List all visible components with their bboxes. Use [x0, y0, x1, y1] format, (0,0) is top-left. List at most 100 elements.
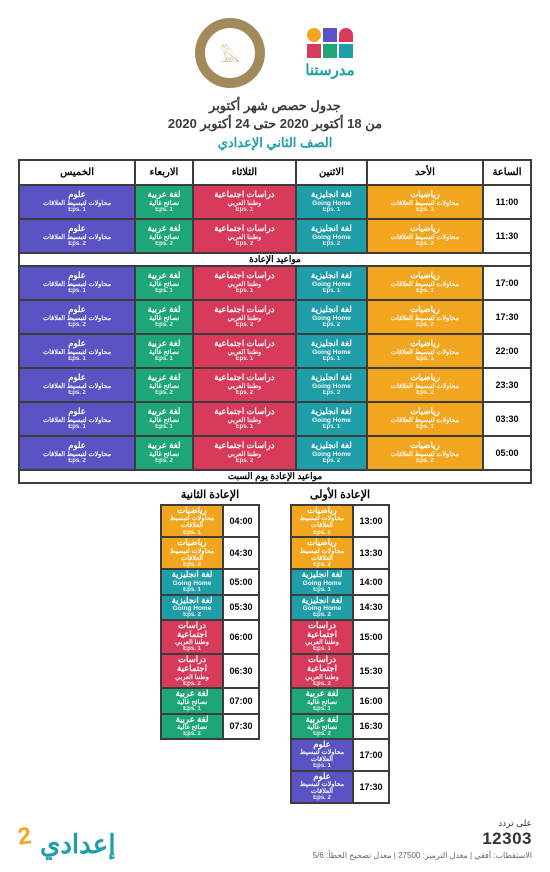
subject-cell: دراسات اجتماعيةوطننا العربيEps. 1	[291, 620, 353, 654]
col-header: الأحد	[367, 160, 483, 185]
subject-cell: لغة عربيةنصائح غاليةEps. 1	[135, 185, 193, 219]
sat-time: 06:00	[223, 620, 259, 654]
subject-cell: دراسات اجتماعيةوطننا العربيEps. 2	[193, 368, 296, 402]
subject-cell: لغة عربيةنصائح غاليةEps. 1	[135, 266, 193, 300]
subject-cell: لغة انجليزيةGoing HomeEps. 2	[296, 300, 367, 334]
madrasatna-logo: مدرستنا	[305, 28, 354, 79]
subject-cell: دراسات اجتماعيةوطننا العربيEps. 2	[193, 300, 296, 334]
col-header: الساعة	[483, 160, 531, 185]
sat-row: 14:00لغة انجليزيةGoing HomeEps. 1	[291, 569, 389, 594]
subject-cell: علوممحاولات لتبسيط العلاقاتEps. 2	[19, 436, 135, 470]
time-cell: 23:30	[483, 368, 531, 402]
schedule-row: 05:00رياضياتمحاولات لتبسيط العلاقاتEps. …	[19, 436, 531, 470]
sat-row: 04:30رياضياتمحاولات لتبسيط العلاقاتEps. …	[161, 537, 259, 569]
subject-cell: علوممحاولات لتبسيط العلاقاتEps. 2	[19, 368, 135, 402]
saturday-col1: الإعادة الأولى 13:00رياضياتمحاولات لتبسي…	[290, 488, 390, 804]
subject-cell: علوممحاولات لتبسيط العلاقاتEps. 2	[19, 300, 135, 334]
subject-cell: لغة عربيةنصائح غاليةEps. 2	[135, 368, 193, 402]
main-schedule-table: الساعةالأحدالاثنينالثلاثاءالاربعاءالخميس…	[18, 159, 532, 484]
subject-cell: لغة انجليزيةGoing HomeEps. 1	[291, 569, 353, 594]
time-cell: 11:00	[483, 185, 531, 219]
sat-time: 17:00	[353, 739, 389, 771]
subject-cell: لغة انجليزيةGoing HomeEps. 1	[296, 334, 367, 368]
sat-row: 07:00لغة عربيةنصائح غاليةEps. 1	[161, 688, 259, 713]
sat-time: 05:00	[223, 569, 259, 594]
subject-cell: رياضياتمحاولات لتبسيط العلاقاتEps. 2	[367, 368, 483, 402]
section-replay-title: مواعيد الإعادة	[19, 253, 531, 266]
frequency-block: على تردد 12303 الاستقطاب: أفقي | معدل ال…	[313, 818, 532, 860]
sat-row: 05:00لغة انجليزيةGoing HomeEps. 1	[161, 569, 259, 594]
schedule-row: 22:00رياضياتمحاولات لتبسيط العلاقاتEps. …	[19, 334, 531, 368]
subject-cell: لغة انجليزيةGoing HomeEps. 2	[291, 595, 353, 620]
subject-cell: دراسات اجتماعيةوطننا العربيEps. 1	[193, 185, 296, 219]
sat-time: 06:30	[223, 654, 259, 688]
sat-time: 14:30	[353, 595, 389, 620]
schedule-row: 17:30رياضياتمحاولات لتبسيط العلاقاتEps. …	[19, 300, 531, 334]
subject-cell: لغة عربيةنصائح غاليةEps. 1	[291, 688, 353, 713]
col-header: الاثنين	[296, 160, 367, 185]
subject-cell: دراسات اجتماعيةوطننا العربيEps. 1	[193, 402, 296, 436]
sat-time: 15:30	[353, 654, 389, 688]
time-cell: 03:30	[483, 402, 531, 436]
brand-text: مدرستنا	[305, 61, 354, 79]
subject-cell: رياضياتمحاولات لتبسيط العلاقاتEps. 1	[291, 505, 353, 537]
sat-time: 04:30	[223, 537, 259, 569]
sat-row: 16:00لغة عربيةنصائح غاليةEps. 1	[291, 688, 389, 713]
sat-time: 07:00	[223, 688, 259, 713]
subject-cell: لغة عربيةنصائح غاليةEps. 1	[161, 688, 223, 713]
subject-cell: لغة انجليزيةGoing HomeEps. 2	[296, 219, 367, 253]
subject-cell: لغة عربيةنصائح غاليةEps. 1	[135, 334, 193, 368]
subject-cell: لغة عربيةنصائح غاليةEps. 2	[135, 436, 193, 470]
time-cell: 17:30	[483, 300, 531, 334]
sat-row: 15:30دراسات اجتماعيةوطننا العربيEps. 2	[291, 654, 389, 688]
time-cell: 17:00	[483, 266, 531, 300]
subject-cell: لغة عربيةنصائح غاليةEps. 2	[135, 300, 193, 334]
freq-number: 12303	[313, 829, 532, 849]
subject-cell: لغة عربيةنصائح غاليةEps. 2	[135, 219, 193, 253]
subject-cell: لغة انجليزيةGoing HomeEps. 1	[296, 402, 367, 436]
schedule-row: 11:30رياضياتمحاولات لتبسيط العلاقاتEps. …	[19, 219, 531, 253]
subject-cell: دراسات اجتماعيةوطننا العربيEps. 2	[193, 219, 296, 253]
time-cell: 22:00	[483, 334, 531, 368]
sat-row: 13:00رياضياتمحاولات لتبسيط العلاقاتEps. …	[291, 505, 389, 537]
sat-time: 16:00	[353, 688, 389, 713]
subject-cell: لغة انجليزيةGoing HomeEps. 1	[161, 569, 223, 594]
col-header: الثلاثاء	[193, 160, 296, 185]
time-cell: 05:00	[483, 436, 531, 470]
col-header: الاربعاء	[135, 160, 193, 185]
sat-row: 17:30علوممحاولات لتبسيط العلاقاتEps. 2	[291, 771, 389, 803]
header-logos: مدرستنا 𓅓	[18, 18, 532, 88]
subject-cell: لغة عربيةنصائح غاليةEps. 2	[161, 714, 223, 739]
title-line3: الصف الثاني الإعدادي	[18, 135, 532, 151]
subject-cell: دراسات اجتماعيةوطننا العربيEps. 1	[193, 266, 296, 300]
subject-cell: دراسات اجتماعيةوطننا العربيEps. 1	[193, 334, 296, 368]
subject-cell: علوممحاولات لتبسيط العلاقاتEps. 1	[19, 334, 135, 368]
sat-row: 15:00دراسات اجتماعيةوطننا العربيEps. 1	[291, 620, 389, 654]
sat-row: 07:30لغة عربيةنصائح غاليةEps. 2	[161, 714, 259, 739]
subject-cell: رياضياتمحاولات لتبسيط العلاقاتEps. 2	[367, 300, 483, 334]
subject-cell: رياضياتمحاولات لتبسيط العلاقاتEps. 2	[161, 537, 223, 569]
sat-col2-title: الإعادة الثانية	[160, 488, 260, 501]
sat-time: 14:00	[353, 569, 389, 594]
grade-logo: 2 إعدادي	[18, 829, 116, 860]
schedule-row: 11:00رياضياتمحاولات لتبسيط العلاقاتEps. …	[19, 185, 531, 219]
sat-row: 04:00رياضياتمحاولات لتبسيط العلاقاتEps. …	[161, 505, 259, 537]
schedule-row: 03:30رياضياتمحاولات لتبسيط العلاقاتEps. …	[19, 402, 531, 436]
sat-time: 13:00	[353, 505, 389, 537]
subject-cell: رياضياتمحاولات لتبسيط العلاقاتEps. 2	[291, 537, 353, 569]
subject-cell: رياضياتمحاولات لتبسيط العلاقاتEps. 1	[367, 402, 483, 436]
subject-cell: لغة انجليزيةGoing HomeEps. 1	[296, 266, 367, 300]
subject-cell: علوممحاولات لتبسيط العلاقاتEps. 1	[19, 402, 135, 436]
time-cell: 11:30	[483, 219, 531, 253]
ministry-logo: 𓅓	[195, 18, 265, 88]
col-header: الخميس	[19, 160, 135, 185]
sat-time: 13:30	[353, 537, 389, 569]
sat-time: 04:00	[223, 505, 259, 537]
subject-cell: لغة انجليزيةGoing HomeEps. 2	[161, 595, 223, 620]
subject-cell: لغة انجليزيةGoing HomeEps. 2	[296, 436, 367, 470]
sat-row: 06:30دراسات اجتماعيةوطننا العربيEps. 2	[161, 654, 259, 688]
section-saturday-title: مواعيد الإعادة يوم السبت	[19, 470, 531, 483]
subject-cell: علوممحاولات لتبسيط العلاقاتEps. 1	[19, 185, 135, 219]
schedule-page: مدرستنا 𓅓 جدول حصص شهر أكتوبر من 18 أكتو…	[0, 0, 550, 872]
subject-cell: لغة انجليزيةGoing HomeEps. 2	[296, 368, 367, 402]
